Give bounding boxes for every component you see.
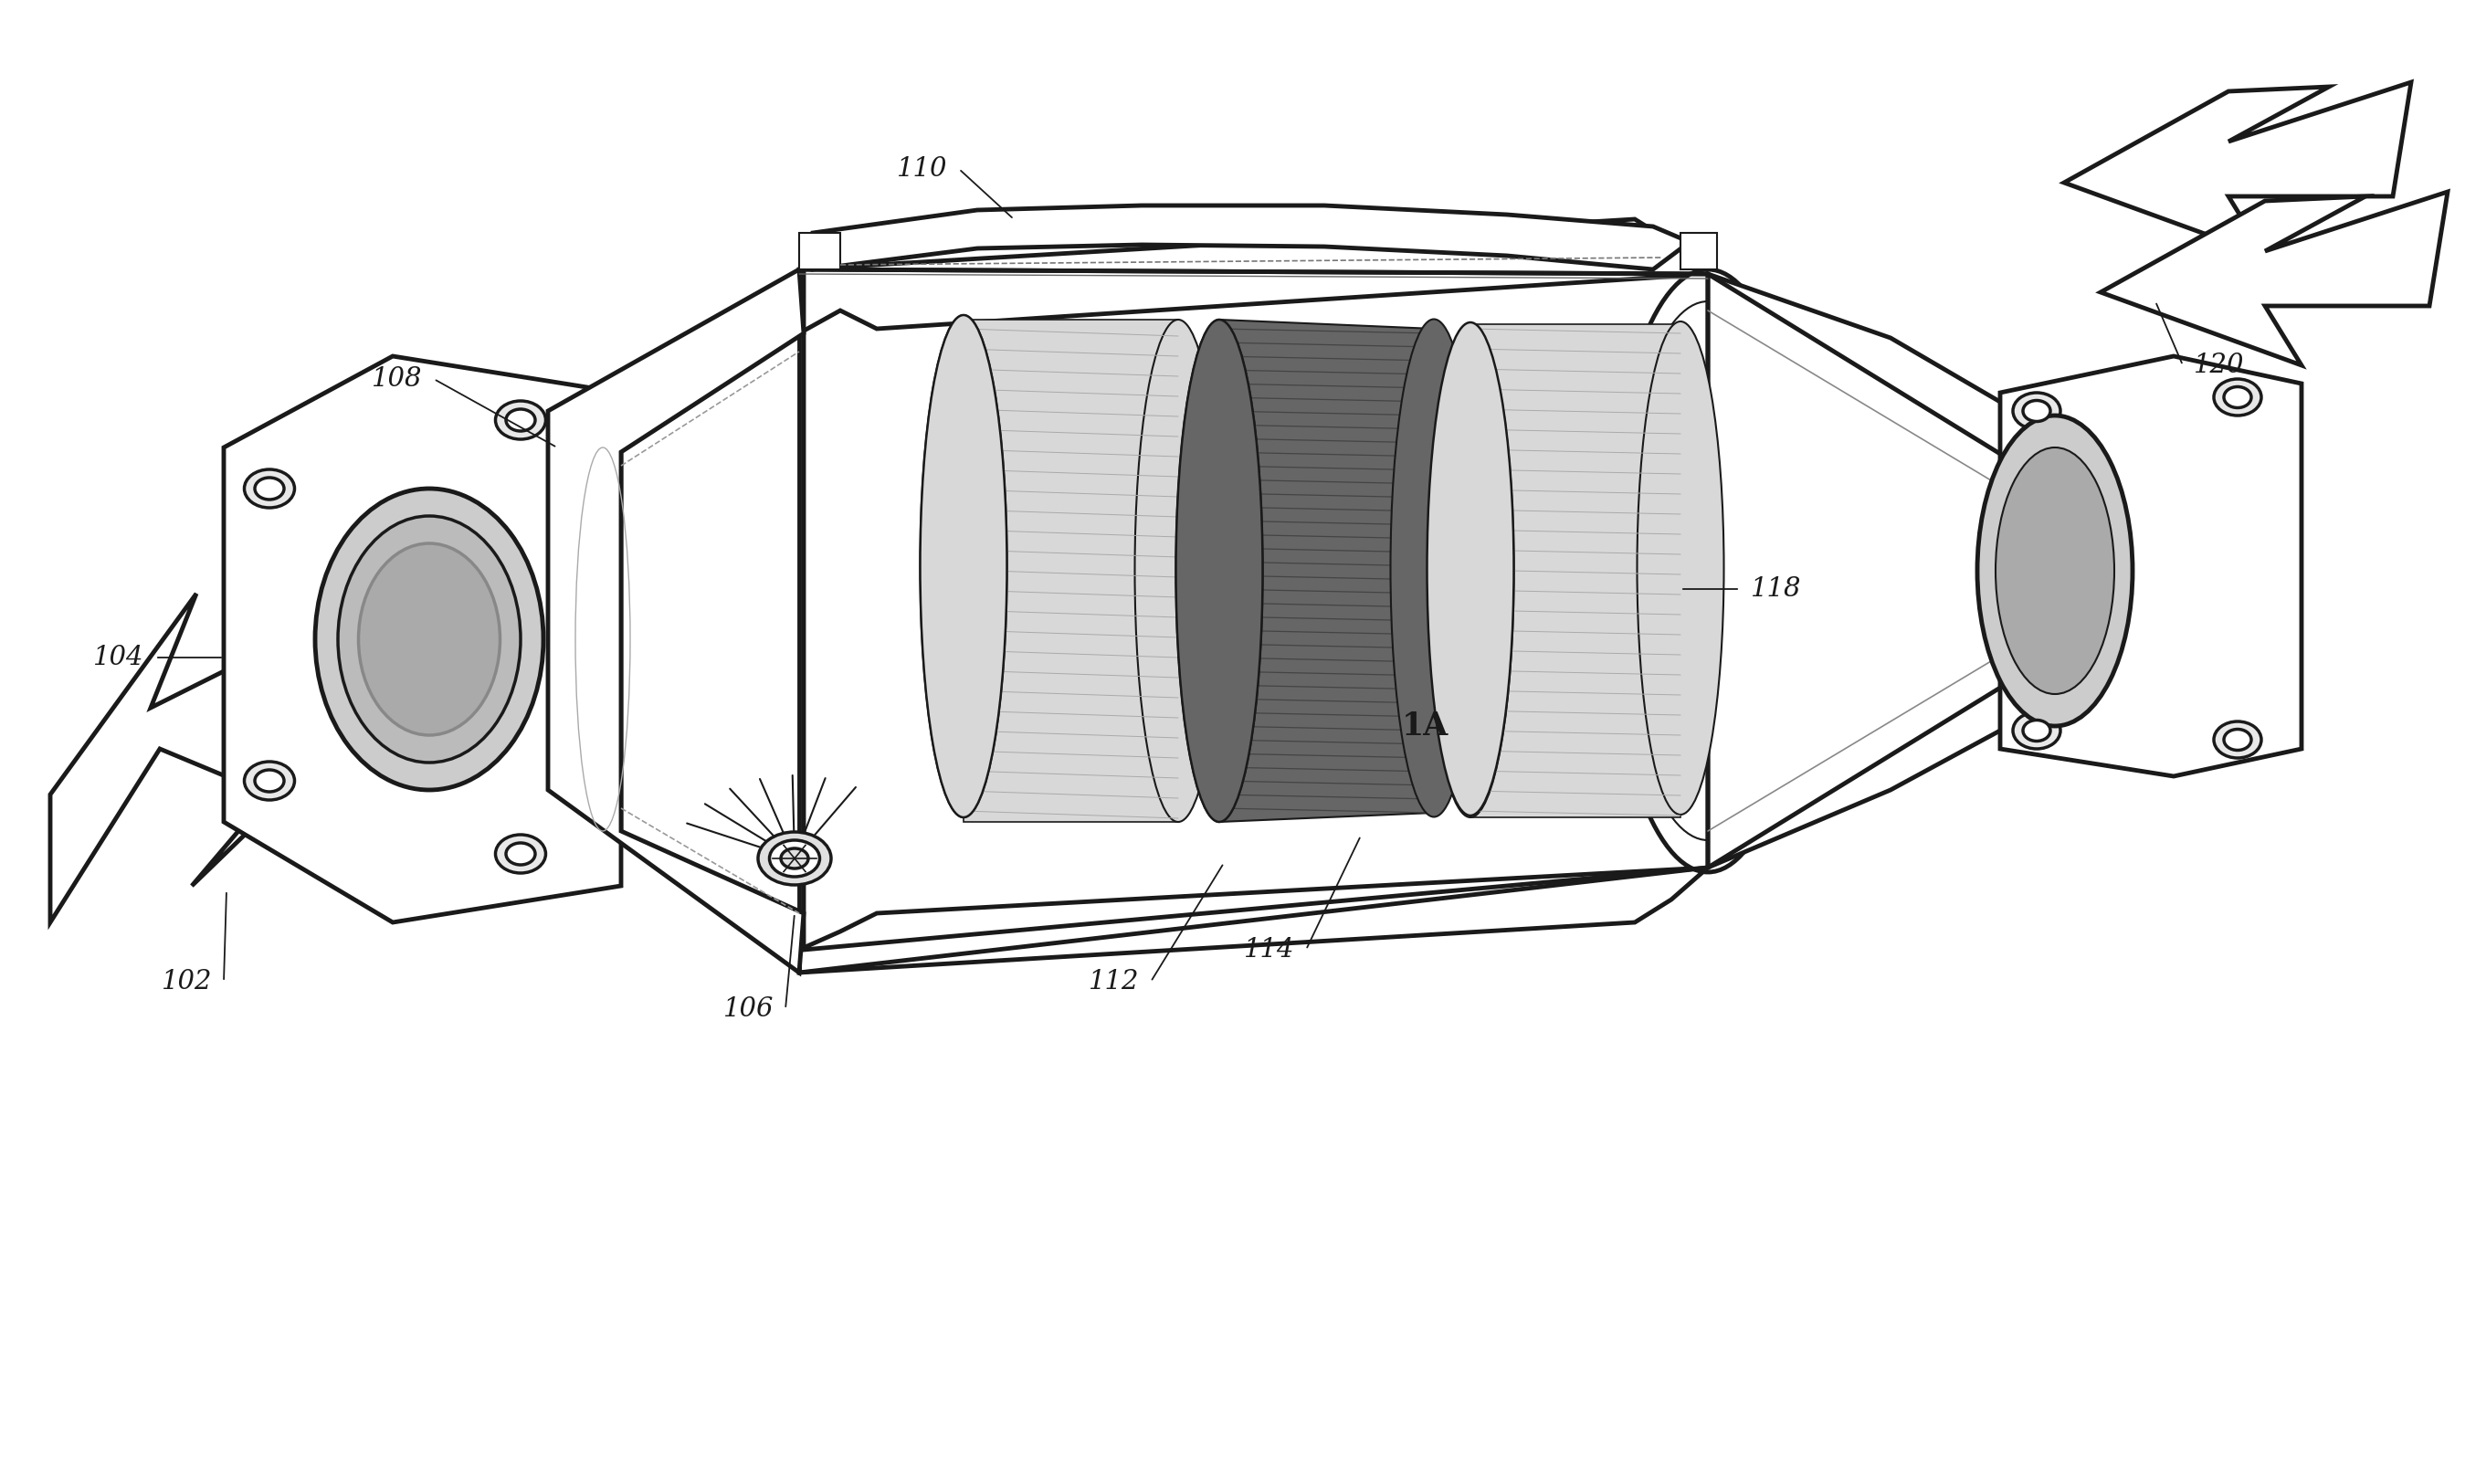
Text: 118: 118 [1750, 576, 1802, 603]
Ellipse shape [1176, 319, 1262, 822]
Ellipse shape [495, 401, 545, 439]
Ellipse shape [2024, 720, 2051, 741]
Polygon shape [1472, 324, 1681, 818]
Ellipse shape [759, 833, 831, 884]
Polygon shape [813, 205, 1689, 270]
Ellipse shape [919, 315, 1006, 818]
Text: 1A: 1A [1400, 711, 1447, 742]
Ellipse shape [2024, 401, 2051, 421]
Ellipse shape [919, 315, 1006, 818]
Ellipse shape [244, 761, 293, 800]
Polygon shape [1220, 319, 1435, 822]
Text: 102: 102 [163, 969, 212, 994]
Ellipse shape [254, 770, 283, 792]
Ellipse shape [1637, 322, 1723, 815]
Polygon shape [2100, 191, 2448, 365]
Ellipse shape [2014, 712, 2061, 749]
Ellipse shape [357, 543, 500, 735]
Ellipse shape [781, 849, 809, 868]
Ellipse shape [1390, 319, 1477, 816]
Ellipse shape [1977, 416, 2132, 726]
Ellipse shape [1607, 270, 1809, 873]
Ellipse shape [1427, 322, 1514, 816]
Polygon shape [799, 233, 841, 270]
Text: 104: 104 [94, 644, 143, 671]
Ellipse shape [505, 843, 535, 865]
Text: 114: 114 [1245, 936, 1294, 963]
Ellipse shape [1134, 319, 1223, 822]
Polygon shape [799, 220, 1708, 334]
Ellipse shape [338, 516, 520, 763]
Polygon shape [1681, 233, 1718, 270]
Ellipse shape [2014, 393, 2061, 429]
Ellipse shape [1427, 324, 1514, 818]
Ellipse shape [2214, 378, 2260, 416]
Polygon shape [2063, 82, 2411, 255]
Ellipse shape [316, 488, 542, 789]
Text: 120: 120 [2194, 353, 2246, 378]
Polygon shape [224, 356, 621, 923]
Text: 106: 106 [725, 996, 774, 1022]
Ellipse shape [495, 834, 545, 873]
Text: 110: 110 [897, 156, 947, 181]
Text: 108: 108 [372, 367, 422, 392]
Text: 112: 112 [1090, 969, 1139, 994]
Polygon shape [1999, 356, 2302, 776]
Ellipse shape [505, 410, 535, 430]
Polygon shape [964, 319, 1178, 822]
Ellipse shape [2214, 721, 2260, 758]
Polygon shape [547, 270, 804, 972]
Ellipse shape [769, 840, 821, 877]
Ellipse shape [254, 478, 283, 500]
Polygon shape [799, 868, 1708, 972]
Ellipse shape [2223, 729, 2251, 751]
Ellipse shape [2223, 387, 2251, 408]
Ellipse shape [1176, 319, 1262, 822]
Ellipse shape [244, 469, 293, 508]
Polygon shape [49, 594, 325, 923]
Ellipse shape [1997, 448, 2115, 695]
Polygon shape [1708, 275, 2063, 868]
